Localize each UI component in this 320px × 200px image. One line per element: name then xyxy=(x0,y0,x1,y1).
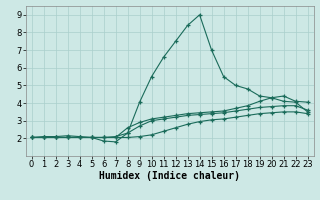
X-axis label: Humidex (Indice chaleur): Humidex (Indice chaleur) xyxy=(99,171,240,181)
